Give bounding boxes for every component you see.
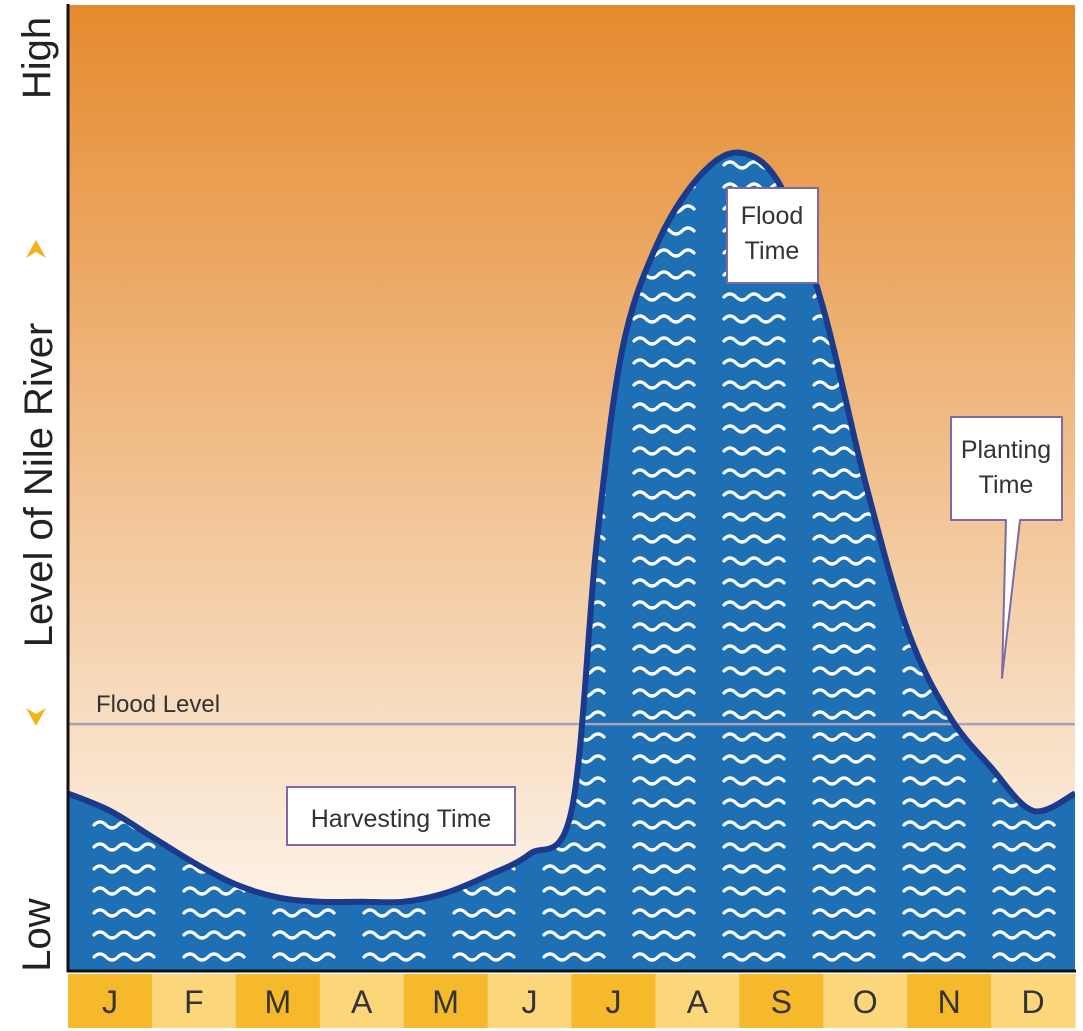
arrow-up-icon [26,240,46,258]
y-axis-low-label: Low [15,898,59,971]
month-cell [907,974,992,1028]
water-level-curve [68,149,1075,906]
month-cell [68,974,153,1028]
month-cell [487,974,572,1028]
month-label: J [522,984,538,1020]
planting-time-callout: Planting Time [950,416,1063,679]
harvesting-time-callout: Harvesting Time [286,786,516,846]
month-label: S [771,984,792,1020]
month-cell [655,974,740,1028]
month-label: A [687,984,709,1020]
month-cell [319,974,405,1028]
month-cell [151,974,237,1028]
month-cell [571,974,656,1028]
month-label: N [938,984,961,1020]
planting-time-label: Planting Time [961,436,1051,499]
month-label: D [1021,984,1044,1020]
month-label: J [102,984,118,1020]
flood-time-label: Flood Time [741,202,804,265]
month-label: A [351,984,373,1020]
month-cell [991,974,1076,1028]
month-label: M [432,984,459,1020]
water-area [68,152,1075,971]
month-cell [235,974,321,1028]
flood-time-callout: Flood Time [726,187,819,284]
flood-level-label: Flood Level [96,691,220,718]
month-label: O [853,984,878,1020]
month-label: J [605,984,621,1020]
y-axis-title: Level of Nile River [17,323,61,648]
month-label: F [184,984,204,1020]
y-axis-high-label: High [15,17,59,99]
month-cell [739,974,824,1028]
month-cell [823,974,908,1028]
month-label: M [264,984,291,1020]
harvesting-time-label: Harvesting Time [311,805,492,833]
month-cell [403,974,489,1028]
arrow-down-icon [26,708,46,726]
